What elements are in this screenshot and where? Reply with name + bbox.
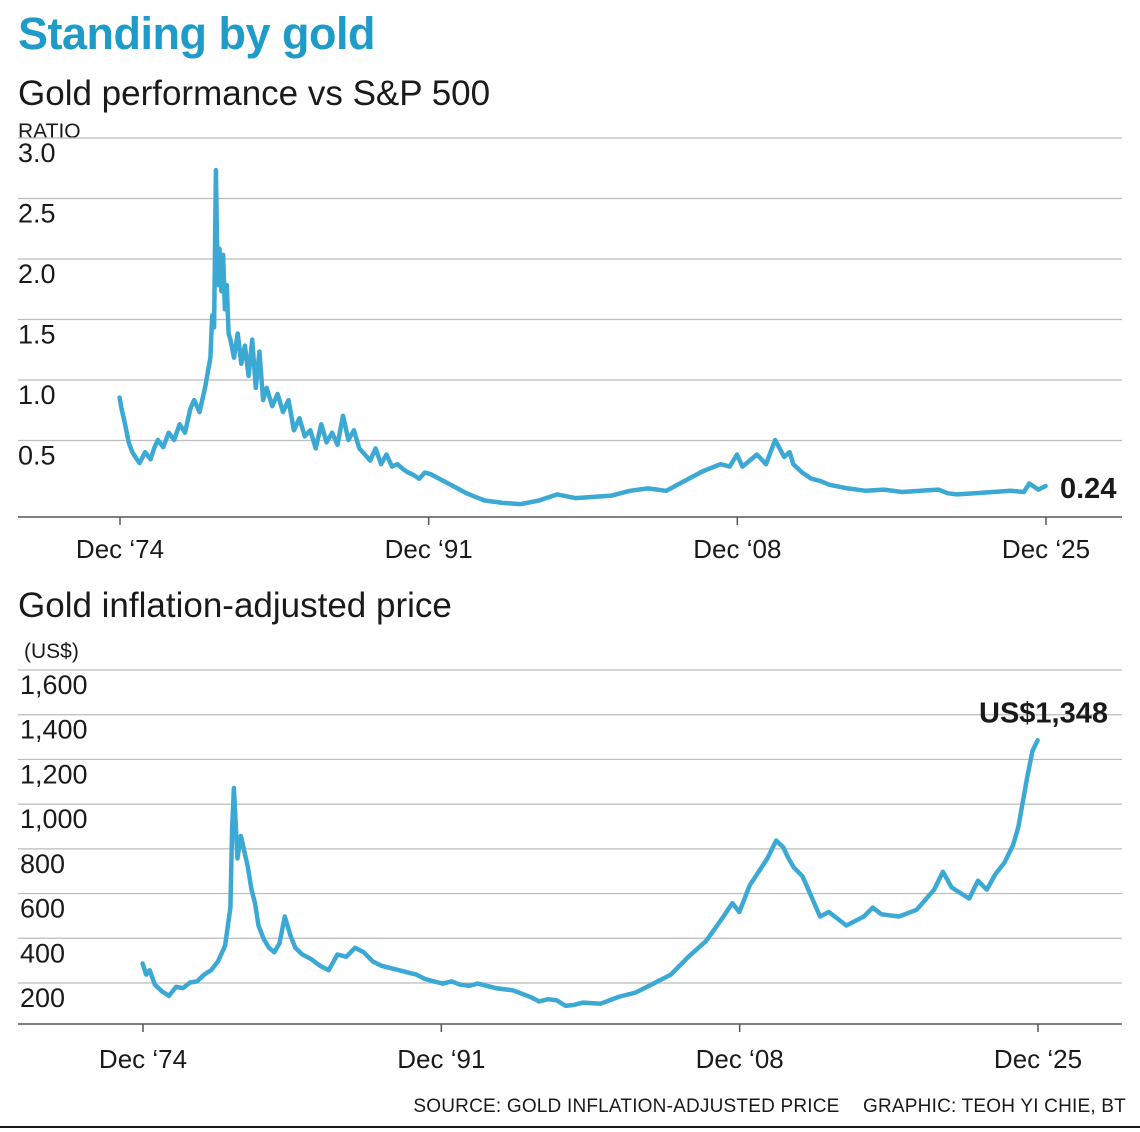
y-tick-label: 1,000: [20, 804, 88, 834]
x-tick-label: Dec ‘74: [76, 534, 164, 564]
chart-body: (US$) 1,600 1,400 1,200 1,000 800 600 400 200 Dec…: [18, 640, 1122, 1074]
y-tick-label: 400: [20, 938, 65, 968]
x-tick-label: Dec ‘91: [397, 1044, 485, 1074]
bottom-rule: [0, 1126, 1140, 1128]
x-tick-label: Dec ‘74: [99, 1044, 187, 1074]
footer-credits: SOURCE: GOLD INFLATION-ADJUSTED PRICE GR…: [395, 1096, 1126, 1118]
y-tick-label: 200: [20, 983, 65, 1013]
x-tick-label: Dec ‘08: [693, 534, 781, 564]
y-tick-label: 1,200: [20, 759, 88, 789]
x-tick-label: Dec ‘25: [994, 1044, 1082, 1074]
series-line: [140, 738, 1040, 1009]
y-axis-unit-label: RATIO: [18, 120, 81, 143]
y-tick-label: 0.5: [18, 441, 56, 471]
source-note: SOURCE: GOLD INFLATION-ADJUSTED PRICE: [413, 1096, 840, 1117]
y-tick-label: 800: [20, 849, 65, 879]
y-tick-label: 1,600: [20, 670, 88, 700]
chart2-title: Gold inflation-adjusted price: [18, 586, 452, 625]
chart-main-title: Standing by gold: [18, 8, 375, 59]
price-chart: (US$) 1,600 1,400 1,200 1,000 800 600 400 200 Dec…: [18, 640, 1122, 1074]
series-line: [117, 167, 1048, 507]
y-tick-label: 1,400: [20, 715, 88, 745]
x-tick-label: Dec ‘08: [696, 1044, 784, 1074]
graphic-credit: GRAPHIC: TEOH YI CHIE, BT: [863, 1096, 1126, 1117]
y-axis-unit-label: (US$): [24, 640, 79, 663]
y-tick-label: 1.5: [18, 320, 56, 350]
x-tick-label: Dec ‘25: [1002, 534, 1090, 564]
y-tick-label: 2.0: [18, 259, 56, 289]
end-value-label: 0.24: [1060, 473, 1116, 505]
end-value-label: US$1,348: [979, 697, 1108, 729]
x-tick-label: Dec ‘91: [385, 534, 473, 564]
chart1-title: Gold performance vs S&P 500: [18, 74, 491, 113]
y-tick-label: 2.5: [18, 199, 56, 229]
y-tick-label: 600: [20, 894, 65, 924]
y-tick-label: 1.0: [18, 380, 56, 410]
y-tick-label: 3.0: [18, 138, 56, 168]
